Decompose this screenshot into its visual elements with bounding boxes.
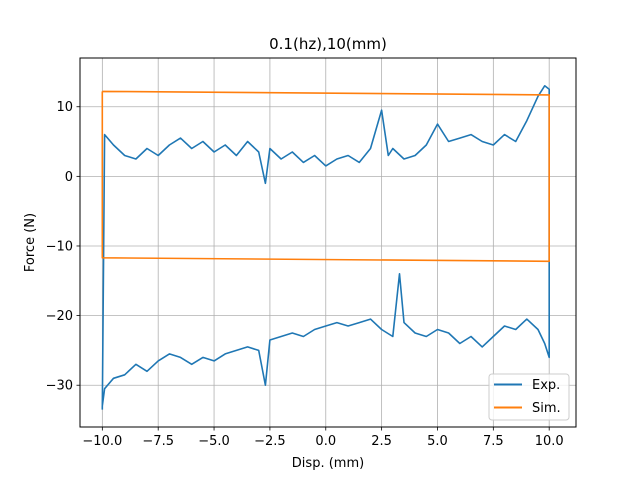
x-axis-title: Disp. (mm) bbox=[292, 456, 364, 471]
x-tick-label: −5.0 bbox=[198, 434, 230, 449]
x-tick-label: 10.0 bbox=[535, 434, 564, 449]
x-tick-label: 2.5 bbox=[371, 434, 392, 449]
plot-frame bbox=[79, 57, 577, 428]
y-tick-label: −10 bbox=[46, 239, 73, 254]
axis-ticks: −10.0 −7.5 −5.0 −2.5 0.0 2.5 5.0 7.5 10.0 −30 −20 −… bbox=[46, 100, 564, 449]
y-tick-label: −20 bbox=[46, 309, 73, 324]
legend: Exp. Sim. bbox=[488, 373, 570, 421]
legend-label-sim: Sim. bbox=[532, 401, 561, 416]
x-tick-label: −10.0 bbox=[82, 434, 122, 449]
y-tick-label: −30 bbox=[46, 379, 73, 394]
x-tick-label: 0.0 bbox=[315, 434, 336, 449]
data-series bbox=[101, 85, 551, 410]
x-tick-label: −7.5 bbox=[142, 434, 174, 449]
legend-label-exp: Exp. bbox=[532, 378, 560, 393]
y-tick-label: 0 bbox=[65, 170, 73, 185]
x-tick-label: 5.0 bbox=[427, 434, 448, 449]
y-tick-label: 10 bbox=[56, 100, 73, 115]
chart-title: 0.1(hz),10(mm) bbox=[269, 35, 387, 53]
series-line-sim bbox=[101, 90, 551, 263]
y-axis-title: Force (N) bbox=[23, 213, 38, 272]
x-tick-label: 7.5 bbox=[483, 434, 504, 449]
x-tick-label: −2.5 bbox=[254, 434, 286, 449]
plot-area bbox=[80, 58, 576, 427]
series-line-exp bbox=[101, 85, 551, 410]
